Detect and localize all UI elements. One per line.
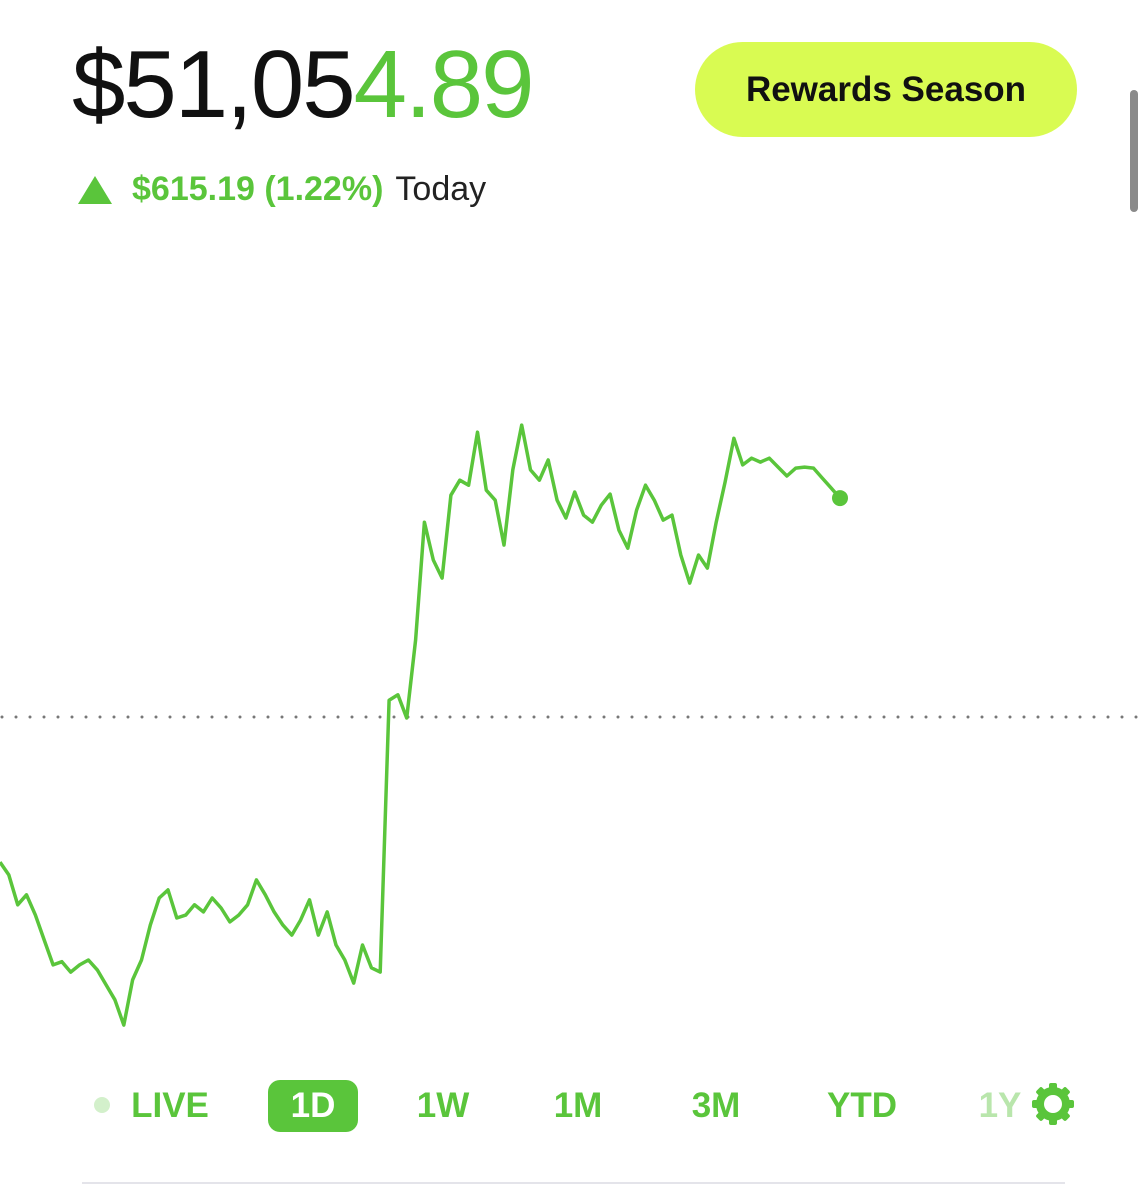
- change-value: $615.19 (1.22%): [132, 170, 384, 208]
- range-tab[interactable]: 1W: [416, 1086, 470, 1125]
- current-point: [832, 490, 848, 507]
- rewards-button[interactable]: Rewards Season: [695, 42, 1077, 137]
- range-tab[interactable]: 1Y: [978, 1086, 1022, 1125]
- range-tab[interactable]: 1D: [268, 1080, 358, 1132]
- settings-icon[interactable]: [1032, 1083, 1074, 1125]
- balance-main: $51,05: [72, 31, 356, 138]
- scrollbar: [1130, 90, 1138, 212]
- range-tab[interactable]: 3M: [691, 1086, 741, 1125]
- gear-ring: [1036, 1087, 1070, 1121]
- change-row: $615.19 (1.22%) Today: [78, 170, 486, 209]
- range-tab[interactable]: 1M: [553, 1086, 603, 1125]
- change-period: Today: [395, 170, 487, 208]
- up-arrow: [78, 175, 112, 204]
- balance-tail: 4.89: [353, 31, 535, 138]
- divider: [82, 1182, 1065, 1184]
- range-tab[interactable]: LIVE: [131, 1086, 209, 1125]
- price-line: [0, 423, 842, 1027]
- live-dot: [94, 1097, 110, 1113]
- range-tab[interactable]: YTD: [827, 1086, 897, 1125]
- balance: $51,054.89: [72, 30, 535, 140]
